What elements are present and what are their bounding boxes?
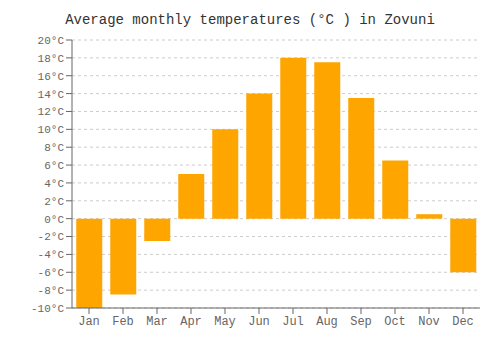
svg-text:-10°C: -10°C bbox=[31, 303, 64, 315]
svg-text:6°C: 6°C bbox=[44, 160, 64, 172]
svg-text:May: May bbox=[214, 315, 236, 329]
svg-text:-6°C: -6°C bbox=[38, 267, 65, 279]
svg-text:2°C: 2°C bbox=[44, 196, 64, 208]
svg-text:4°C: 4°C bbox=[44, 178, 64, 190]
svg-text:Oct: Oct bbox=[384, 315, 406, 329]
svg-text:Sep: Sep bbox=[350, 315, 372, 329]
svg-text:16°C: 16°C bbox=[38, 71, 65, 83]
svg-text:20°C: 20°C bbox=[38, 35, 65, 47]
svg-text:8°C: 8°C bbox=[44, 142, 64, 154]
svg-text:18°C: 18°C bbox=[38, 53, 65, 65]
svg-text:0°C: 0°C bbox=[44, 214, 64, 226]
svg-text:Mar: Mar bbox=[146, 315, 168, 329]
svg-text:Feb: Feb bbox=[112, 315, 134, 329]
svg-text:Aug: Aug bbox=[316, 315, 338, 329]
svg-text:-8°C: -8°C bbox=[38, 285, 65, 297]
svg-text:Jan: Jan bbox=[78, 315, 100, 329]
svg-text:-2°C: -2°C bbox=[38, 231, 65, 243]
svg-text:Dec: Dec bbox=[452, 315, 474, 329]
svg-text:Apr: Apr bbox=[180, 315, 202, 329]
svg-text:Jun: Jun bbox=[248, 315, 270, 329]
svg-text:Nov: Nov bbox=[418, 315, 440, 329]
svg-text:12°C: 12°C bbox=[38, 106, 65, 118]
svg-text:Jul: Jul bbox=[282, 315, 304, 329]
svg-text:-4°C: -4°C bbox=[38, 249, 65, 261]
svg-text:10°C: 10°C bbox=[38, 124, 65, 136]
html-text:Average monthly temperatures (: Average monthly temperatures (°C ) in Zo… bbox=[65, 12, 435, 28]
svg-text:14°C: 14°C bbox=[38, 89, 65, 101]
